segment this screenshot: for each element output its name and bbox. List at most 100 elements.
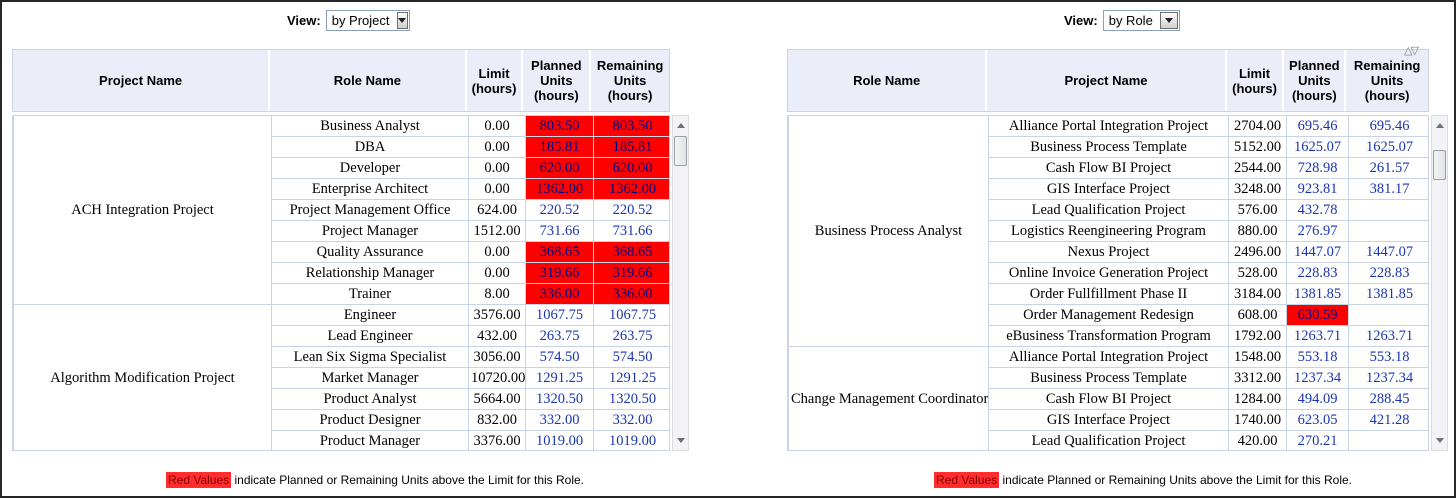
column-header-project-name[interactable]: Project Name <box>987 50 1227 111</box>
scroll-down-button[interactable] <box>1432 433 1447 448</box>
view-select-by-role[interactable]: by Role <box>1102 10 1180 31</box>
planned-units-cell: 332.00 <box>525 409 594 431</box>
table-row[interactable]: Online Invoice Generation Project 528.00 2… <box>789 262 1428 284</box>
table-row[interactable]: Relationship Manager 0.00 319.66 319.66 <box>14 262 669 284</box>
row-label-cell: Lead Qualification Project <box>988 430 1229 450</box>
planned-units-cell: 336.00 <box>525 283 594 305</box>
scrollbar-thumb[interactable] <box>674 136 687 166</box>
table-row[interactable]: ACH Integration Project Business Analyst 0… <box>13 115 669 305</box>
limit-cell: 432.00 <box>468 325 526 347</box>
planned-units-cell: 923.81 <box>1286 178 1349 200</box>
row-label-cell: Developer <box>271 157 469 179</box>
view-select-by-project[interactable]: by Project <box>325 10 410 31</box>
planned-units-cell: 1381.85 <box>1286 283 1349 305</box>
column-header-limit[interactable]: Limit (hours) <box>1226 50 1285 111</box>
table-row[interactable]: Project Management Office 624.00 220.52 220… <box>14 199 669 221</box>
table-row[interactable]: Developer 0.00 620.00 620.00 <box>14 157 669 179</box>
limit-cell: 3184.00 <box>1228 283 1287 305</box>
planned-units-cell: 220.52 <box>525 199 594 221</box>
limit-cell: 2544.00 <box>1228 157 1287 179</box>
row-label-cell: Product Analyst <box>271 388 469 410</box>
down-arrow-icon <box>1435 438 1444 443</box>
column-header-project-name[interactable]: Project Name <box>13 50 271 111</box>
limit-cell: 5152.00 <box>1228 136 1287 158</box>
limit-cell: 0.00 <box>468 178 526 200</box>
table-row[interactable]: GIS Interface Project 1740.00 623.05 421.28 <box>789 409 1428 431</box>
limit-cell: 3576.00 <box>468 304 526 326</box>
table-row[interactable]: DBA 0.00 185.81 185.81 <box>14 136 669 158</box>
table-row[interactable]: Order Fullfillment Phase II 3184.00 1381.8… <box>789 283 1428 305</box>
column-header-remaining-units[interactable]: Remaining Units (hours) <box>1346 50 1428 111</box>
table-row[interactable]: Business Process Analyst Alliance Portal … <box>788 115 1428 347</box>
row-label-cell: Online Invoice Generation Project <box>988 262 1229 284</box>
table-row[interactable]: Product Designer 832.00 332.00 332.00 <box>14 409 669 431</box>
dropdown-arrow-button[interactable] <box>396 12 408 29</box>
remaining-units-cell: 1625.07 <box>1348 136 1428 158</box>
column-header-planned-units[interactable]: Planned Units (hours) <box>1284 50 1347 111</box>
sort-ascending-icon[interactable]: △ <box>1404 45 1413 57</box>
column-header-role-name[interactable]: Role Name <box>270 50 467 111</box>
planned-units-cell: 623.05 <box>1286 409 1349 431</box>
column-header-planned-units[interactable]: Planned Units (hours) <box>523 50 592 111</box>
row-label-cell: Logistics Reengineering Program <box>988 220 1229 242</box>
table-row[interactable]: Lead Engineer 432.00 263.75 263.75 <box>14 325 669 347</box>
column-header-remaining-units[interactable]: Remaining Units (hours) <box>591 50 669 111</box>
scrollbar-thumb[interactable] <box>1433 150 1446 180</box>
up-arrow-icon <box>676 123 685 128</box>
table-row[interactable]: Business Process Template 3312.00 1237.34 1… <box>789 367 1428 389</box>
table-row[interactable]: Cash Flow BI Project 2544.00 728.98 261.57 <box>789 157 1428 179</box>
remaining-units-cell: 1237.34 <box>1348 367 1428 389</box>
table-row[interactable]: Cash Flow BI Project 1284.00 494.09 288.45 <box>789 388 1428 410</box>
planned-units-cell: 276.97 <box>1286 220 1349 242</box>
remaining-units-cell: 261.57 <box>1348 157 1428 179</box>
table-row[interactable]: Trainer 8.00 336.00 336.00 <box>14 283 669 305</box>
planned-units-cell: 1263.71 <box>1286 325 1349 347</box>
row-label-cell: Product Manager <box>271 430 469 450</box>
sort-descending-icon[interactable]: ▽ <box>1410 45 1419 57</box>
remaining-units-cell: 731.66 <box>593 220 669 242</box>
table-body: Business Process Analyst Alliance Portal … <box>787 115 1429 451</box>
remaining-units-cell: 1263.71 <box>1348 325 1428 347</box>
limit-cell: 0.00 <box>468 241 526 263</box>
limit-cell: 3056.00 <box>468 346 526 368</box>
limit-cell: 0.00 <box>468 157 526 179</box>
table-row[interactable]: Product Analyst 5664.00 1320.50 1320.50 <box>14 388 669 410</box>
planned-units-cell: 731.66 <box>525 220 594 242</box>
table-row[interactable]: eBusiness Transformation Program 1792.00 1… <box>789 325 1428 347</box>
limit-cell: 880.00 <box>1228 220 1287 242</box>
row-label-cell: Trainer <box>271 283 469 305</box>
row-label-cell: Order Management Redesign <box>988 304 1229 326</box>
remaining-units-cell: 336.00 <box>593 283 669 305</box>
dropdown-arrow-button[interactable] <box>1159 12 1178 29</box>
limit-cell: 10720.00 <box>468 367 526 389</box>
row-label-cell: Cash Flow BI Project <box>988 388 1229 410</box>
vertical-scrollbar[interactable] <box>1431 115 1448 451</box>
scroll-down-button[interactable] <box>673 433 688 448</box>
left-view-bar: View: by Project <box>287 10 410 31</box>
planned-units-cell: 432.78 <box>1286 199 1349 221</box>
limit-cell: 2704.00 <box>1228 115 1287 137</box>
view-label: View: <box>287 13 321 28</box>
column-header-role-name[interactable]: Role Name <box>788 50 988 111</box>
column-header-limit[interactable]: Limit (hours) <box>466 50 524 111</box>
table-header: Role Name Project Name Limit (hours) Pla… <box>787 49 1429 112</box>
planned-units-cell: 553.18 <box>1286 346 1349 368</box>
table-row[interactable]: Lead Qualification Project 576.00 432.78 <box>789 199 1428 221</box>
table-row[interactable]: Lead Qualification Project 420.00 270.21 <box>789 430 1428 450</box>
view-select-value: by Project <box>331 13 390 28</box>
table-row[interactable]: Product Manager 3376.00 1019.00 1019.00 <box>14 430 669 450</box>
table-row[interactable]: Nexus Project 2496.00 1447.07 1447.07 <box>789 241 1428 263</box>
chevron-down-icon <box>1164 18 1173 23</box>
planned-units-cell: 1237.34 <box>1286 367 1349 389</box>
table-row[interactable]: Enterprise Architect 0.00 1362.00 1362.00 <box>14 178 669 200</box>
scroll-up-button[interactable] <box>1432 118 1447 133</box>
scroll-up-button[interactable] <box>673 118 688 133</box>
right-view-bar: View: by Role <box>1064 10 1180 31</box>
table-row[interactable]: Change Management Coordinator Alliance Po… <box>788 346 1428 450</box>
table-row[interactable]: Algorithm Modification Project Engineer 35… <box>13 304 669 450</box>
planned-units-cell: 1362.00 <box>525 178 594 200</box>
planned-units-cell: 1291.25 <box>525 367 594 389</box>
limit-cell: 1548.00 <box>1228 346 1287 368</box>
planned-units-cell: 1625.07 <box>1286 136 1349 158</box>
vertical-scrollbar[interactable] <box>672 115 689 451</box>
